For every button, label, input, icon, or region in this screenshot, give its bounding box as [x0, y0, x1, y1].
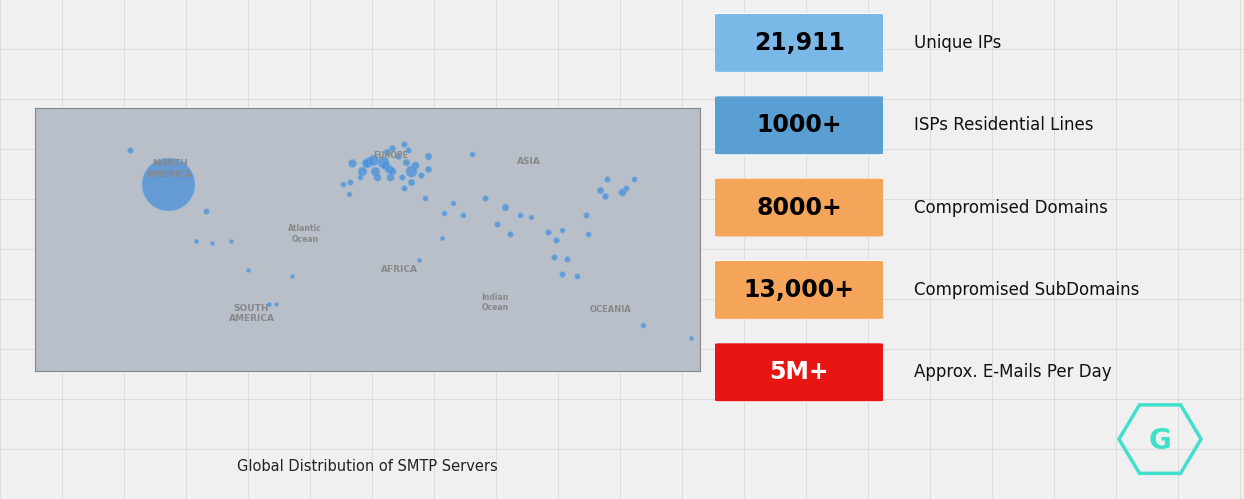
Point: [358, 158, 378, 166]
Point: [521, 213, 541, 221]
Text: Atlantic
Ocean: Atlantic Ocean: [287, 224, 322, 244]
Point: [551, 270, 571, 278]
Text: 8000+: 8000+: [756, 196, 842, 220]
Point: [406, 161, 425, 169]
Point: [392, 173, 412, 181]
Text: ISPs Residential Lines: ISPs Residential Lines: [914, 116, 1093, 134]
Point: [409, 256, 429, 264]
Point: [633, 321, 653, 329]
Text: Compromised SubDomains: Compromised SubDomains: [914, 281, 1140, 299]
Point: [341, 179, 361, 187]
Text: 13,000+: 13,000+: [744, 278, 855, 302]
Text: OCEANIA: OCEANIA: [590, 305, 632, 314]
Point: [402, 167, 422, 175]
Point: [238, 266, 258, 274]
Point: [463, 150, 483, 158]
Point: [377, 148, 397, 156]
Point: [596, 192, 616, 200]
Point: [567, 271, 587, 279]
Point: [539, 228, 559, 236]
Point: [363, 156, 383, 164]
Point: [342, 160, 362, 168]
Point: [576, 211, 596, 219]
Point: [402, 179, 422, 187]
Text: AFRICA: AFRICA: [382, 265, 418, 274]
Point: [551, 226, 571, 234]
Text: Global Distribution of SMTP Servers: Global Distribution of SMTP Servers: [238, 459, 498, 474]
Point: [202, 240, 221, 248]
Point: [350, 173, 369, 181]
Point: [356, 160, 376, 168]
Point: [374, 161, 394, 169]
Point: [378, 165, 398, 173]
Text: 5M+: 5M+: [770, 360, 829, 384]
Text: Compromised Domains: Compromised Domains: [914, 199, 1108, 217]
Point: [373, 158, 393, 166]
Point: [544, 252, 564, 260]
Text: ASIA: ASIA: [518, 157, 541, 166]
FancyBboxPatch shape: [710, 95, 888, 155]
Point: [680, 334, 700, 342]
Point: [333, 180, 353, 188]
Point: [434, 209, 454, 217]
Point: [495, 203, 515, 211]
Point: [367, 173, 387, 181]
Point: [119, 146, 139, 154]
Point: [394, 140, 414, 148]
Point: [352, 167, 372, 175]
Point: [388, 152, 408, 160]
Text: EUROPE: EUROPE: [373, 151, 408, 160]
FancyBboxPatch shape: [710, 178, 888, 238]
Text: 21,911: 21,911: [754, 31, 845, 55]
Point: [557, 254, 577, 262]
Text: G: G: [1148, 427, 1172, 456]
FancyBboxPatch shape: [710, 260, 888, 320]
Point: [432, 234, 452, 242]
Point: [381, 173, 401, 181]
Point: [220, 238, 240, 246]
Point: [590, 186, 610, 194]
Point: [612, 188, 632, 196]
Point: [394, 184, 414, 192]
Point: [546, 236, 566, 244]
Point: [281, 271, 301, 279]
Text: Indian
Ocean: Indian Ocean: [481, 292, 509, 312]
Point: [623, 175, 644, 183]
Point: [414, 194, 434, 202]
Text: 1000+: 1000+: [756, 113, 842, 137]
Point: [475, 194, 495, 202]
Point: [259, 300, 279, 308]
Point: [418, 152, 438, 160]
Point: [187, 238, 207, 246]
Point: [597, 175, 617, 183]
Text: Unique IPs: Unique IPs: [914, 34, 1001, 52]
Point: [382, 144, 402, 152]
Point: [418, 165, 438, 173]
Text: NORTH
AMERICA: NORTH AMERICA: [147, 160, 193, 179]
Point: [578, 230, 598, 238]
Point: [443, 200, 463, 208]
Point: [396, 158, 415, 166]
Text: Approx. E-Mails Per Day: Approx. E-Mails Per Day: [914, 363, 1112, 381]
Point: [398, 146, 418, 154]
Point: [197, 207, 216, 215]
Point: [486, 221, 506, 229]
Point: [411, 171, 430, 179]
Text: SOUTH
AMERICA: SOUTH AMERICA: [229, 304, 275, 323]
FancyBboxPatch shape: [710, 342, 888, 402]
Point: [366, 167, 386, 175]
Point: [158, 180, 178, 188]
Point: [338, 190, 358, 198]
FancyBboxPatch shape: [710, 13, 888, 73]
Point: [453, 211, 473, 219]
Point: [616, 184, 636, 192]
Point: [510, 211, 530, 219]
Point: [382, 167, 402, 175]
Point: [500, 230, 520, 238]
Point: [266, 300, 286, 308]
